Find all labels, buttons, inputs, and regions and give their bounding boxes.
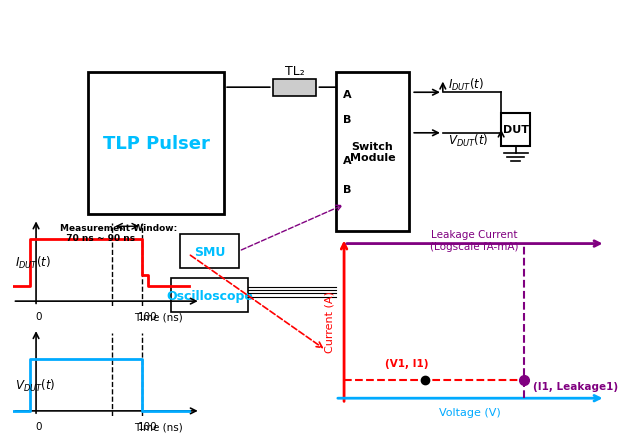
Text: (I1, Leakage1): (I1, Leakage1) <box>534 381 618 392</box>
Text: Time (ns): Time (ns) <box>134 312 183 322</box>
Text: Time (ns): Time (ns) <box>134 421 183 431</box>
Text: $I_{DUT}(t)$: $I_{DUT}(t)$ <box>448 77 483 92</box>
Text: A: A <box>343 90 352 100</box>
Text: $I_{DUT}(t)$: $I_{DUT}(t)$ <box>15 255 51 271</box>
Text: B: B <box>343 115 352 125</box>
Text: Current (A): Current (A) <box>325 290 335 352</box>
FancyBboxPatch shape <box>171 279 248 312</box>
FancyBboxPatch shape <box>501 113 530 147</box>
Text: SMU: SMU <box>194 245 225 258</box>
Text: TL₂: TL₂ <box>285 65 305 78</box>
Text: Oscilloscope: Oscilloscope <box>166 289 253 302</box>
Text: Switch
Module: Switch Module <box>349 141 395 163</box>
Text: TLP Pulser: TLP Pulser <box>103 134 209 152</box>
Text: Measurement Window:
  70 ns ~ 90 ns: Measurement Window: 70 ns ~ 90 ns <box>60 223 177 243</box>
Text: Leakage Current
(Logscale fA-mA): Leakage Current (Logscale fA-mA) <box>429 230 518 251</box>
Text: (V1, I1): (V1, I1) <box>386 359 429 369</box>
Text: Voltage (V): Voltage (V) <box>440 407 501 417</box>
Text: 0: 0 <box>35 312 41 322</box>
Text: 100: 100 <box>138 421 157 431</box>
FancyBboxPatch shape <box>88 73 224 215</box>
Text: 100: 100 <box>138 312 157 322</box>
Text: 0: 0 <box>35 421 41 431</box>
Text: A: A <box>343 155 352 166</box>
Text: $V_{DUT}(t)$: $V_{DUT}(t)$ <box>15 377 55 393</box>
Text: DUT: DUT <box>503 125 529 135</box>
Text: $V_{DUT}(t)$: $V_{DUT}(t)$ <box>448 132 488 148</box>
Text: B: B <box>343 184 352 194</box>
FancyBboxPatch shape <box>336 73 409 231</box>
FancyBboxPatch shape <box>181 235 239 268</box>
Bar <box>273 80 317 96</box>
